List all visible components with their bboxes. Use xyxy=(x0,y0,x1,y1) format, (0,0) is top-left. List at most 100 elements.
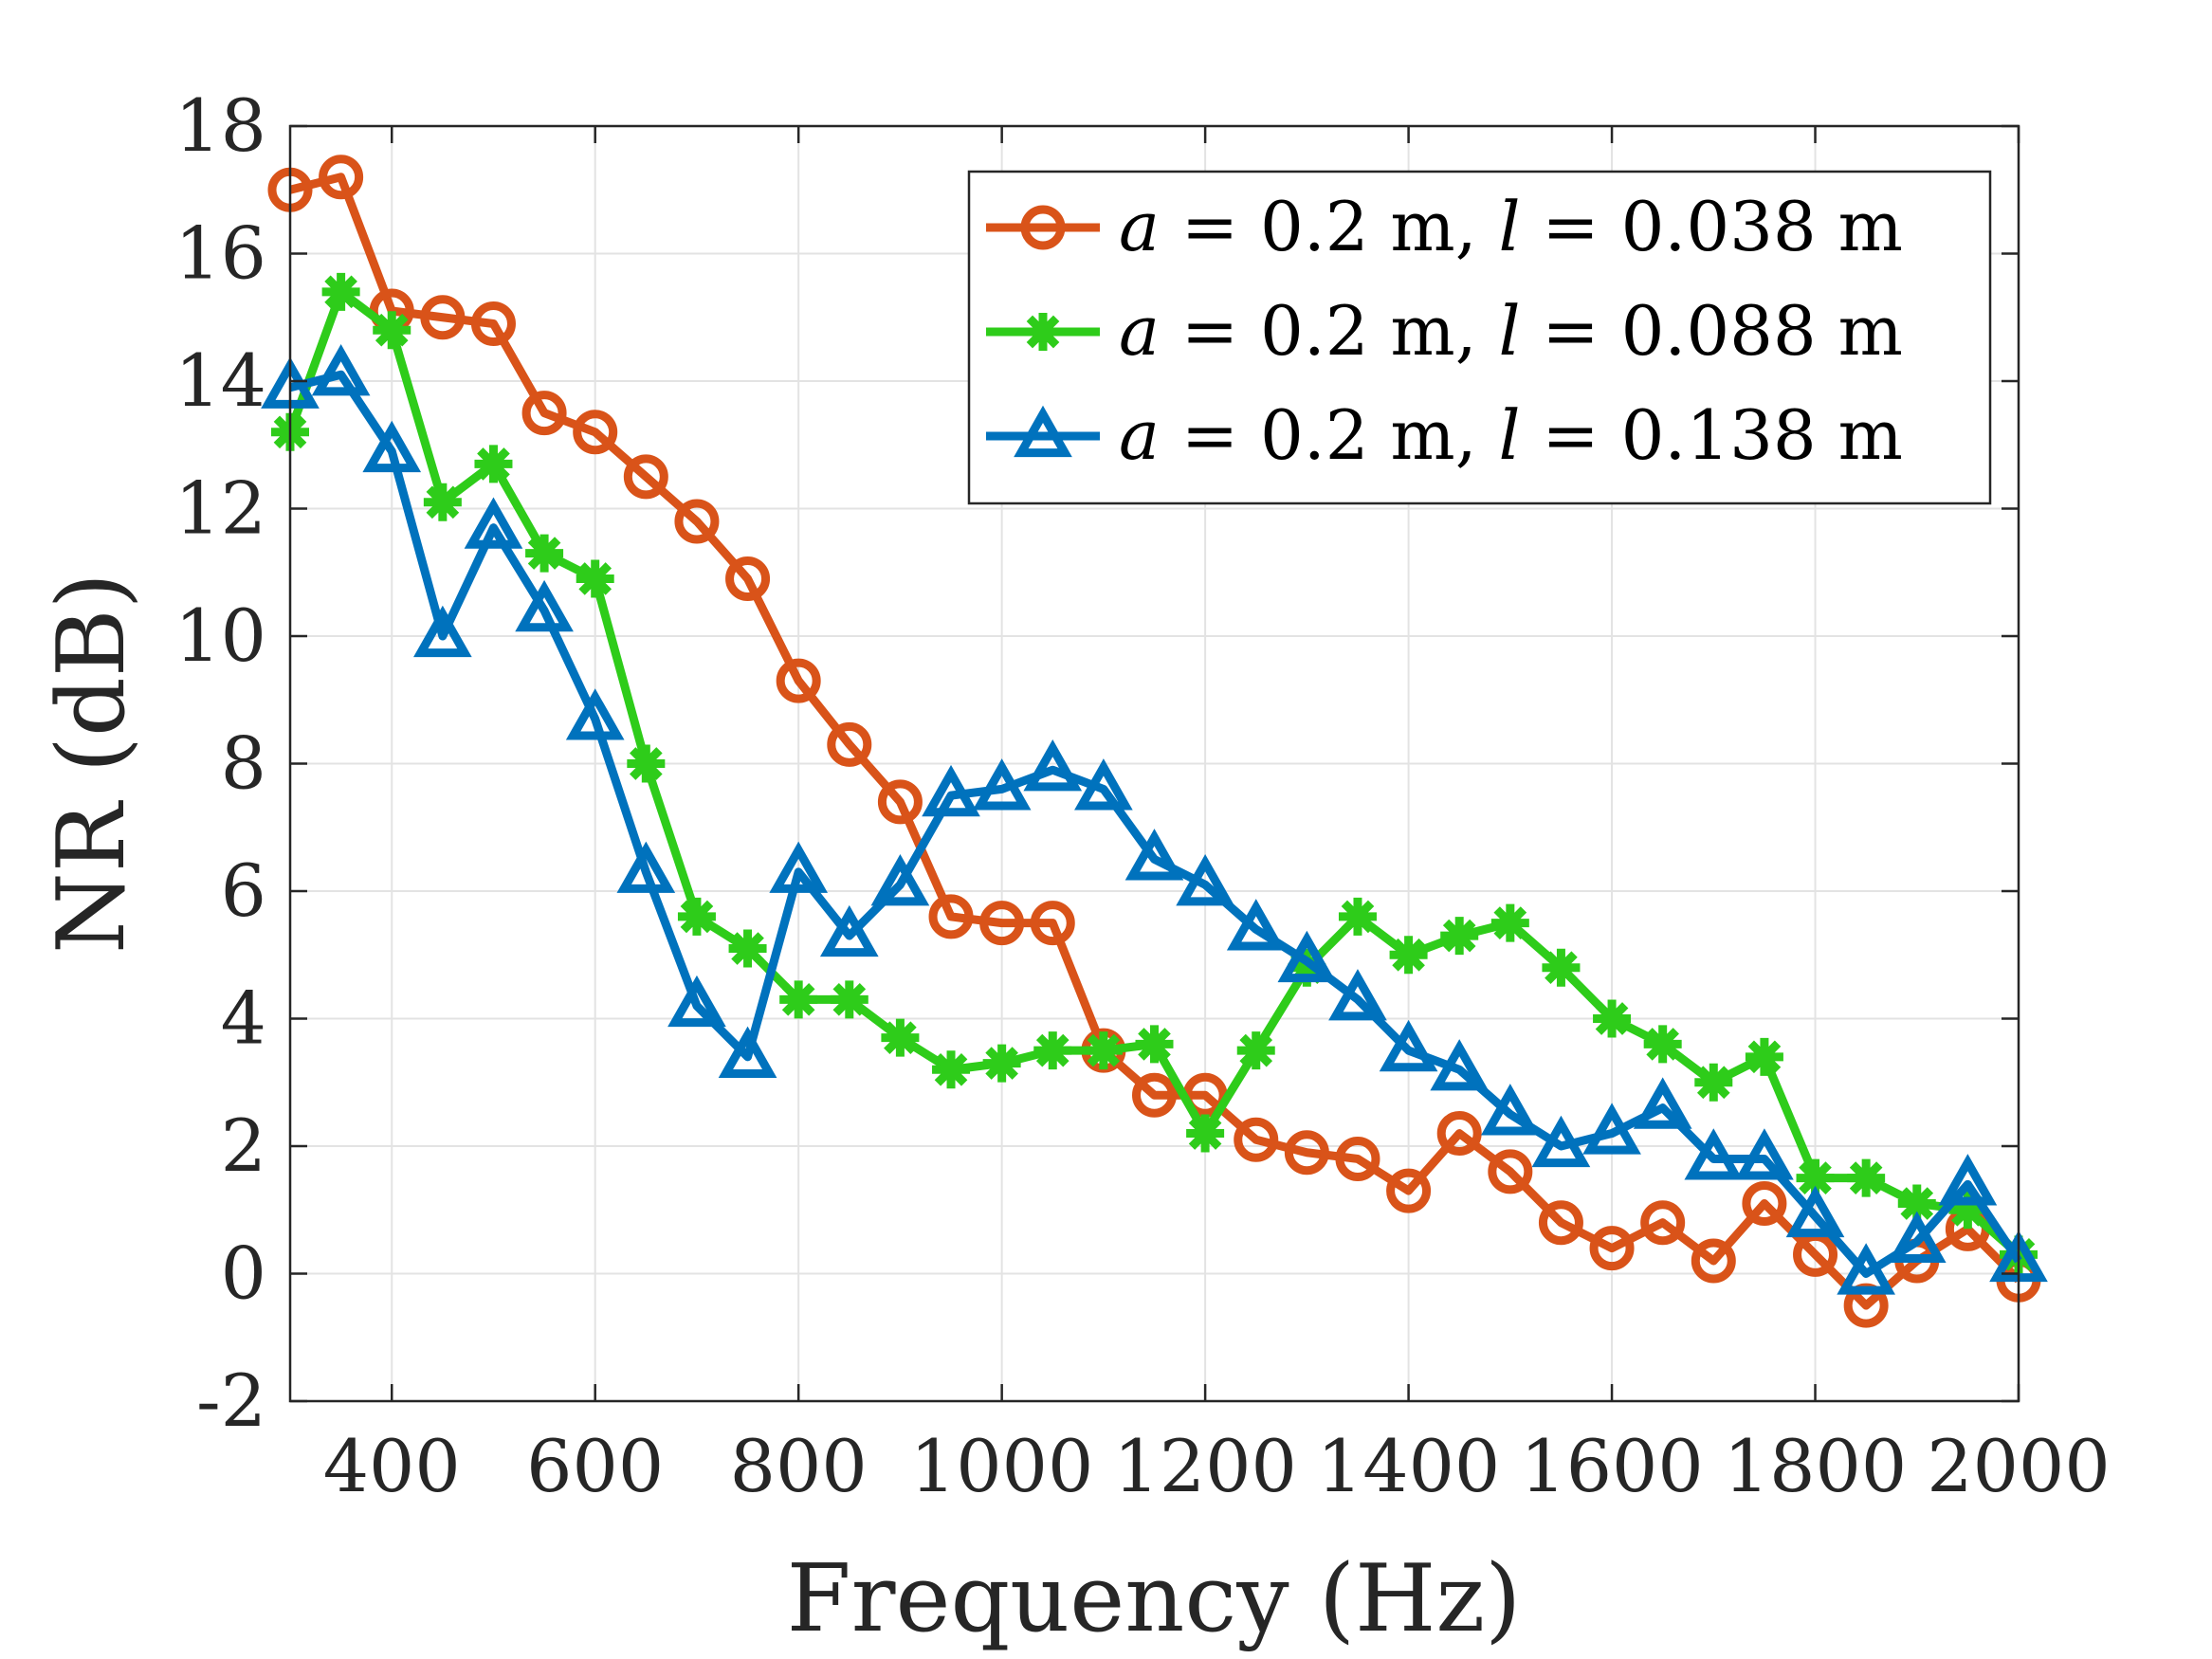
data-point xyxy=(1938,1154,1998,1206)
legend-label: a = 0.2 m, l = 0.088 m xyxy=(1119,291,1903,371)
data-point xyxy=(827,721,872,767)
data-point xyxy=(515,579,574,632)
data-point xyxy=(1847,1158,1886,1197)
legend-entry-2: a = 0.2 m, l = 0.088 m xyxy=(986,291,1903,371)
data-point xyxy=(776,658,821,703)
data-point xyxy=(616,841,676,893)
data-point xyxy=(470,301,516,346)
data-point xyxy=(1023,739,1083,792)
data-point xyxy=(1335,1136,1380,1181)
legend-marker xyxy=(1014,405,1072,458)
data-point xyxy=(565,688,625,740)
data-point xyxy=(623,454,668,500)
data-point xyxy=(877,779,923,825)
x-tick-label: 1600 xyxy=(1520,1424,1703,1508)
x-tick-label: 400 xyxy=(323,1424,461,1508)
y-axis-label: NR (dB) xyxy=(38,573,146,954)
data-point xyxy=(972,758,1032,811)
legend-label: a = 0.2 m, l = 0.138 m xyxy=(1119,395,1903,475)
data-point xyxy=(728,929,767,968)
data-point xyxy=(311,344,371,396)
data-point xyxy=(1226,899,1286,951)
data-point xyxy=(1531,1115,1591,1168)
data-point xyxy=(1897,1184,1936,1223)
data-point xyxy=(319,155,364,200)
data-point xyxy=(982,1044,1021,1083)
data-point xyxy=(1338,897,1377,936)
data-point xyxy=(1074,758,1133,811)
data-point xyxy=(1480,1084,1540,1136)
data-point xyxy=(423,483,462,521)
x-tick-label: 1400 xyxy=(1317,1424,1500,1508)
data-point xyxy=(1785,1185,1845,1238)
data-point xyxy=(1389,936,1428,975)
data-point xyxy=(1633,1077,1692,1129)
legend: a = 0.2 m, l = 0.038 m a = 0.2 m, l = 0.0… xyxy=(967,170,1992,505)
series-1 xyxy=(267,155,2041,1328)
legend-text-part: = 0.2 m, xyxy=(1160,187,1499,266)
y-tick-label: 14 xyxy=(174,338,266,423)
y-tick-label: 18 xyxy=(174,83,266,168)
data-point xyxy=(1542,948,1581,987)
data-point xyxy=(932,1050,971,1089)
legend-variable: l xyxy=(1498,291,1520,371)
data-point xyxy=(1386,1168,1432,1213)
data-point xyxy=(1796,1158,1835,1197)
data-point xyxy=(1084,1031,1123,1070)
legend-marker xyxy=(1024,313,1062,351)
data-point xyxy=(1593,999,1632,1038)
x-tick-label: 1000 xyxy=(910,1424,1093,1508)
legend-entry-3: a = 0.2 m, l = 0.138 m xyxy=(986,395,1903,475)
y-tick-label: 8 xyxy=(221,721,266,806)
legend-label: a = 0.2 m, l = 0.038 m xyxy=(1119,187,1903,266)
legend-text-part: = 0.088 m xyxy=(1521,291,1903,371)
data-point xyxy=(725,556,771,601)
legend-variable: l xyxy=(1498,395,1520,475)
y-tick-label: 4 xyxy=(221,976,266,1061)
x-tick-label: 800 xyxy=(730,1424,868,1508)
y-tick-label: 10 xyxy=(174,593,266,678)
data-point xyxy=(819,904,879,957)
data-point xyxy=(1288,948,1326,987)
data-point xyxy=(420,295,466,340)
data-point xyxy=(573,410,618,455)
data-point xyxy=(677,897,716,936)
data-point xyxy=(1742,1181,1787,1227)
data-point xyxy=(1582,1103,1641,1155)
data-point xyxy=(1436,1111,1482,1157)
legend-box xyxy=(967,170,1992,505)
x-axis-label: Frequency (Hz) xyxy=(787,1545,1522,1653)
y-tick-labels: -2 0 2 4 6 8 10 12 14 16 18 xyxy=(174,83,266,1443)
data-point xyxy=(1948,1191,1987,1230)
data-point xyxy=(1887,1211,1947,1263)
data-point xyxy=(1236,1031,1275,1070)
data-point xyxy=(362,420,422,473)
series-3 xyxy=(261,344,2048,1295)
data-point xyxy=(474,445,513,483)
data-point xyxy=(1735,1128,1794,1180)
data-point xyxy=(1430,1039,1490,1091)
data-point xyxy=(1488,1149,1533,1194)
data-point xyxy=(521,391,567,436)
data-point xyxy=(881,1018,920,1057)
legend-variable: l xyxy=(1498,187,1520,266)
data-point xyxy=(718,1026,777,1078)
data-point xyxy=(1589,1226,1635,1271)
legend-text-part: = 0.138 m xyxy=(1521,395,1903,475)
data-point xyxy=(1837,1243,1895,1295)
data-point xyxy=(922,764,980,817)
data-point xyxy=(1745,1037,1783,1076)
data-point xyxy=(373,311,411,350)
data-point xyxy=(1684,1128,1744,1180)
data-point xyxy=(1643,1025,1682,1064)
legend-text-part: = 0.2 m, xyxy=(1160,291,1499,371)
data-point xyxy=(627,744,666,783)
series-2 xyxy=(271,272,2038,1274)
data-point xyxy=(1033,1031,1072,1070)
data-point xyxy=(1132,1072,1177,1118)
data-point xyxy=(1030,901,1075,946)
data-point xyxy=(1379,1019,1438,1072)
data-point xyxy=(928,894,974,939)
legend-text-part: = 0.038 m xyxy=(1521,187,1903,266)
